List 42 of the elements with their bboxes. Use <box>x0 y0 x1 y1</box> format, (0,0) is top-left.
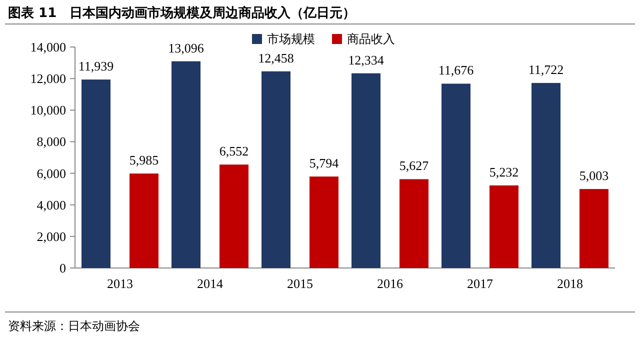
data-label: 13,096 <box>168 40 204 56</box>
data-label: 5,794 <box>309 156 340 171</box>
y-tick-label: 8,000 <box>36 134 66 150</box>
bar <box>580 189 608 268</box>
bar <box>400 179 428 268</box>
data-label: 5,985 <box>129 152 159 168</box>
bar <box>130 174 158 268</box>
y-tick-label: 2,000 <box>36 228 66 244</box>
legend-label: 市场规模 <box>267 32 315 46</box>
chart-title: 图表 11 日本国内动画市场规模及周边商品收入（亿日元） <box>8 5 356 21</box>
bar <box>172 61 200 268</box>
y-tick-label: 0 <box>60 260 66 276</box>
bar <box>82 80 110 268</box>
y-tick-label: 14,000 <box>30 40 66 54</box>
legend-label: 商品收入 <box>347 32 395 46</box>
x-tick-label: 2018 <box>557 276 583 291</box>
x-tick-label: 2014 <box>197 276 224 291</box>
bar <box>442 84 470 268</box>
bar <box>310 176 338 268</box>
y-tick-label: 6,000 <box>36 166 66 181</box>
x-tick-label: 2016 <box>377 276 404 291</box>
y-tick-label: 10,000 <box>30 102 66 118</box>
bar <box>352 73 380 268</box>
bar <box>220 164 248 268</box>
data-label: 11,676 <box>438 62 474 78</box>
x-tick-label: 2017 <box>467 276 494 291</box>
x-tick-label: 2015 <box>287 276 313 291</box>
data-label: 12,334 <box>348 52 384 68</box>
data-label: 11,939 <box>78 58 114 74</box>
data-label: 5,232 <box>489 164 519 180</box>
bar <box>532 82 560 268</box>
y-tick-label: 12,000 <box>30 71 66 86</box>
y-tick-label: 4,000 <box>36 197 66 212</box>
data-label: 5,627 <box>399 158 430 174</box>
data-label: 6,552 <box>219 144 249 159</box>
data-label: 11,722 <box>528 62 564 77</box>
text: 资料来源：日本动画协会 <box>8 319 140 333</box>
bar <box>262 71 290 268</box>
data-label: 5,003 <box>579 168 609 184</box>
bar <box>490 185 518 268</box>
x-tick-label: 2013 <box>107 276 133 291</box>
data-label: 12,458 <box>258 50 294 66</box>
